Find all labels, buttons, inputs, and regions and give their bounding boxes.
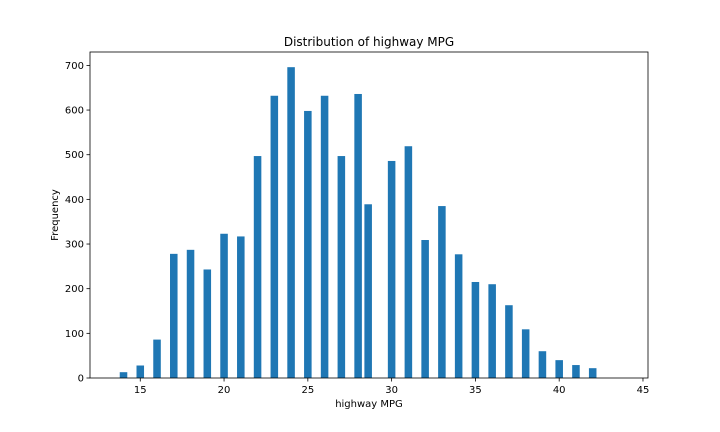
x-axis-label: highway MPG (335, 399, 403, 410)
histogram-bar (237, 236, 245, 378)
histogram-bar (438, 206, 446, 378)
histogram-bar (304, 110, 312, 378)
histogram-bar (572, 365, 580, 378)
chart-title: Distribution of highway MPG (284, 35, 454, 49)
histogram-bar (354, 93, 362, 378)
y-tick-label: 400 (65, 195, 84, 206)
histogram-bar (471, 281, 480, 378)
histogram-bar (320, 95, 329, 378)
histogram-bar (521, 329, 530, 378)
histogram-bar (203, 269, 212, 378)
y-axis-label: Frequency (50, 189, 61, 241)
histogram-bar (153, 339, 161, 378)
y-tick-label: 100 (65, 329, 84, 340)
histogram-bar (364, 204, 372, 378)
y-tick-label: 600 (65, 106, 84, 117)
histogram-bar (538, 351, 547, 378)
histogram-bar (404, 146, 413, 378)
y-tick-label: 0 (78, 374, 84, 385)
histogram-bar (421, 240, 429, 378)
x-tick-label: 20 (218, 385, 231, 396)
y-tick-label: 200 (65, 284, 84, 295)
y-tick-label: 700 (65, 61, 84, 72)
histogram-bar (119, 372, 128, 378)
histogram-bar (337, 156, 346, 378)
x-tick-label: 30 (385, 385, 398, 396)
x-axis-ticks: 15 20 25 30 35 40 45 (134, 378, 649, 396)
x-tick-label: 40 (553, 385, 566, 396)
histogram-bar (488, 284, 496, 378)
y-axis-ticks: 0 100 200 300 400 500 600 700 (65, 61, 90, 385)
histogram-bar (186, 249, 195, 378)
y-tick-label: 500 (65, 150, 84, 161)
histogram-bar (555, 360, 563, 378)
plot-frame (89, 51, 649, 379)
x-tick-label: 35 (469, 385, 482, 396)
histogram-bar (270, 95, 279, 378)
x-tick-label: 25 (301, 385, 314, 396)
bars-group (119, 67, 597, 379)
histogram-bar (287, 67, 295, 379)
y-tick-label: 300 (65, 240, 84, 251)
histogram-bar (220, 233, 228, 378)
histogram-bar (136, 365, 145, 378)
histogram-bar (588, 368, 597, 378)
histogram-bar (505, 305, 513, 378)
x-tick-label: 45 (637, 385, 650, 396)
x-tick-label: 15 (134, 385, 147, 396)
histogram-bar (454, 254, 463, 378)
histogram-bar (253, 156, 262, 378)
histogram-bar (170, 253, 178, 378)
histogram-bar (387, 160, 396, 378)
